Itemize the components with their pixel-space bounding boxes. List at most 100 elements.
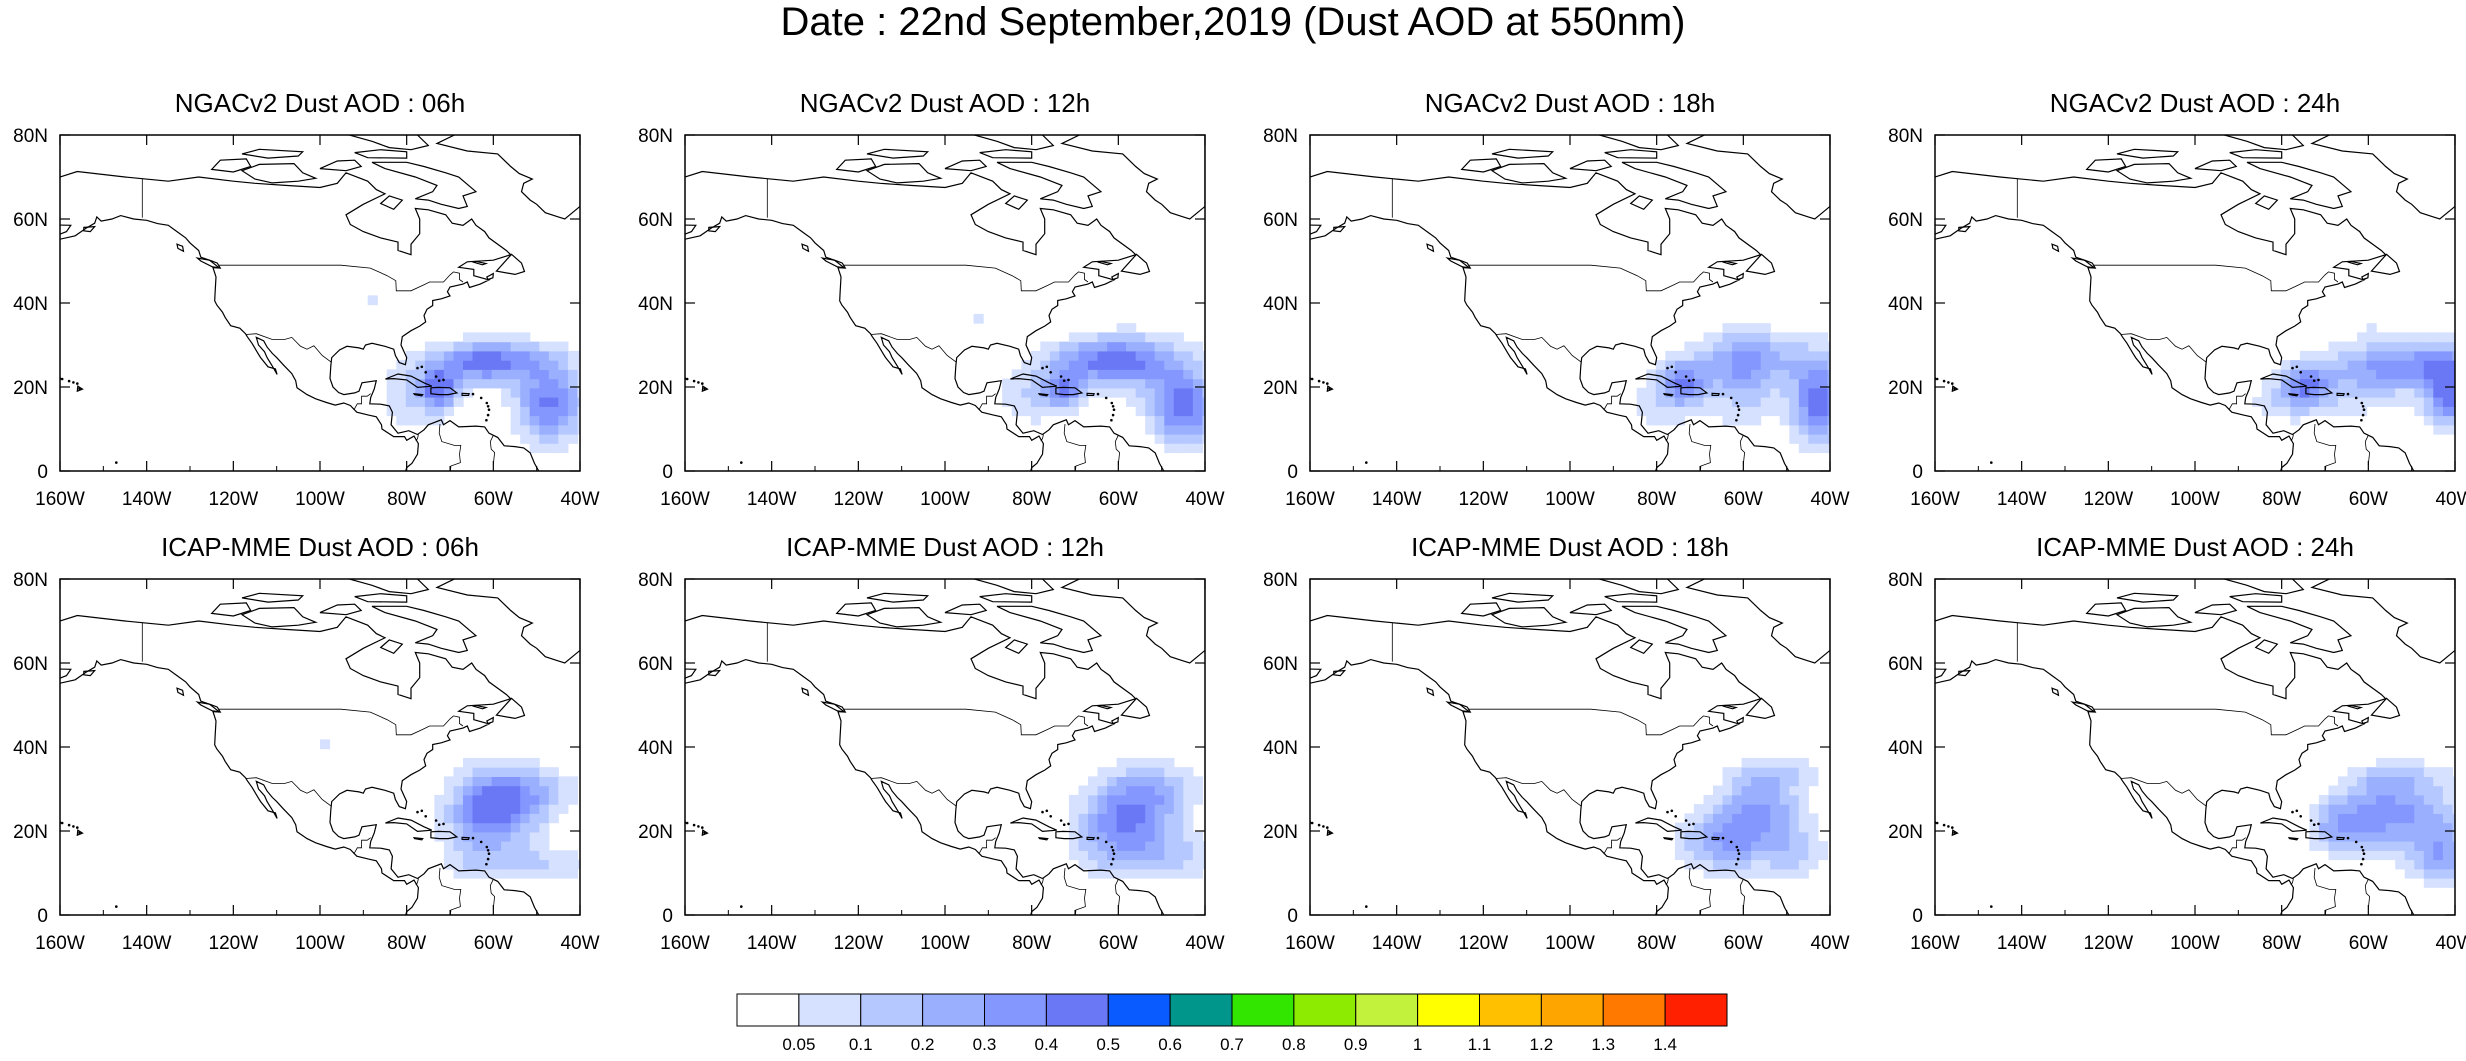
aod-cell [491, 868, 502, 879]
aod-cell [548, 859, 559, 870]
aod-cell [2433, 415, 2444, 426]
aod-cell [1068, 341, 1079, 352]
island-coastline [485, 272, 495, 281]
lon-tick-label: 160W [1285, 933, 1335, 954]
aod-cell [367, 295, 378, 306]
aod-cell [2433, 387, 2444, 398]
small-island [1990, 461, 1993, 464]
island-coastline [2229, 149, 2283, 159]
island-coastline [996, 605, 1103, 654]
aod-cell [1741, 776, 1752, 787]
aod-cell [1173, 850, 1184, 861]
aod-cell [2414, 813, 2425, 824]
aod-cell [463, 859, 474, 870]
aod-cell [2366, 794, 2377, 805]
aod-cell [1713, 785, 1724, 796]
aod-cell [2385, 831, 2396, 842]
aod-cell [501, 341, 512, 352]
aod-cell [2357, 822, 2368, 833]
lon-tick-label: 100W [920, 489, 970, 510]
aod-cell [1173, 350, 1184, 361]
island-coastline [1680, 386, 1709, 396]
island-coastline [1604, 593, 1658, 603]
aod-cell [2433, 850, 2444, 861]
aod-cell [539, 841, 550, 851]
island-coastline [319, 159, 363, 172]
aod-cell [1078, 794, 1089, 805]
aod-cell [2423, 369, 2434, 380]
aod-cell [2404, 776, 2415, 787]
island-coastline [176, 243, 185, 253]
aod-cell [1116, 813, 1127, 824]
aod-cell [520, 794, 531, 805]
aod-cell [2280, 360, 2291, 370]
aod-cell [472, 804, 483, 814]
aod-cell [529, 794, 540, 805]
aod-cell [1722, 841, 1733, 851]
aod-cell [1059, 378, 1070, 389]
aod-cell [2376, 767, 2387, 777]
small-island [685, 377, 689, 381]
aod-cell [1770, 841, 1781, 851]
aod-cell [1817, 369, 1828, 380]
aod-cell [2376, 804, 2387, 814]
aod-cell [2395, 841, 2406, 851]
aod-cell [1770, 785, 1781, 796]
aod-cell [1751, 341, 1762, 352]
aod-cell [2385, 369, 2396, 380]
aod-cell [2433, 822, 2444, 833]
aod-cell [2271, 397, 2282, 407]
aod-cell [1751, 813, 1762, 824]
lon-tick-label: 160W [1910, 489, 1960, 510]
aod-cell [1202, 859, 1205, 870]
small-island [1670, 809, 1674, 813]
aod-cell [567, 406, 578, 417]
aod-cell [2328, 397, 2339, 407]
aod-cell [1770, 332, 1781, 343]
island-coastline [2310, 135, 2455, 220]
aod-cell [1116, 868, 1127, 879]
aod-cell [558, 785, 569, 796]
aod-cell [1173, 387, 1184, 398]
lon-tick-label: 100W [1545, 489, 1595, 510]
aod-cell [2347, 369, 2358, 380]
aod-cell [1827, 341, 1830, 352]
aod-cell [443, 785, 454, 796]
small-island [1735, 862, 1738, 866]
aod-cell [1145, 831, 1156, 842]
aod-cell [1770, 822, 1781, 833]
aod-cell [520, 387, 531, 398]
aod-cell [1040, 341, 1051, 352]
island-coastline [1120, 697, 1151, 720]
aod-cell [472, 785, 483, 796]
aod-cell [2338, 794, 2349, 805]
dust-aod-field [1674, 757, 1828, 879]
aod-cell [2376, 794, 2387, 805]
aod-cell [1722, 804, 1733, 814]
map-panel: ICAP-MME Dust AOD : 06h 160W 140W 120W 100W 8… [0, 532, 600, 972]
aod-cell [2366, 850, 2377, 861]
aod-cell [1817, 443, 1828, 454]
small-island [1310, 821, 1314, 825]
island-coastline [996, 161, 1103, 210]
aod-cell [1135, 868, 1146, 879]
aod-cell [2414, 350, 2425, 361]
aod-cell [1808, 831, 1819, 842]
country-border [415, 434, 419, 442]
aod-cell [1164, 831, 1175, 842]
aod-cell [2414, 822, 2425, 833]
aod-cell [1173, 360, 1184, 370]
aod-cell [1722, 332, 1733, 343]
aod-cell [1655, 387, 1666, 398]
aod-cell [1779, 767, 1790, 777]
aod-cell [1173, 415, 1184, 426]
aod-cell [1751, 360, 1762, 370]
aod-cell [2442, 822, 2453, 833]
small-island [685, 821, 689, 825]
small-island [1692, 378, 1695, 382]
aod-cell [1145, 369, 1156, 380]
aod-cell [520, 822, 531, 833]
small-island [434, 375, 438, 378]
